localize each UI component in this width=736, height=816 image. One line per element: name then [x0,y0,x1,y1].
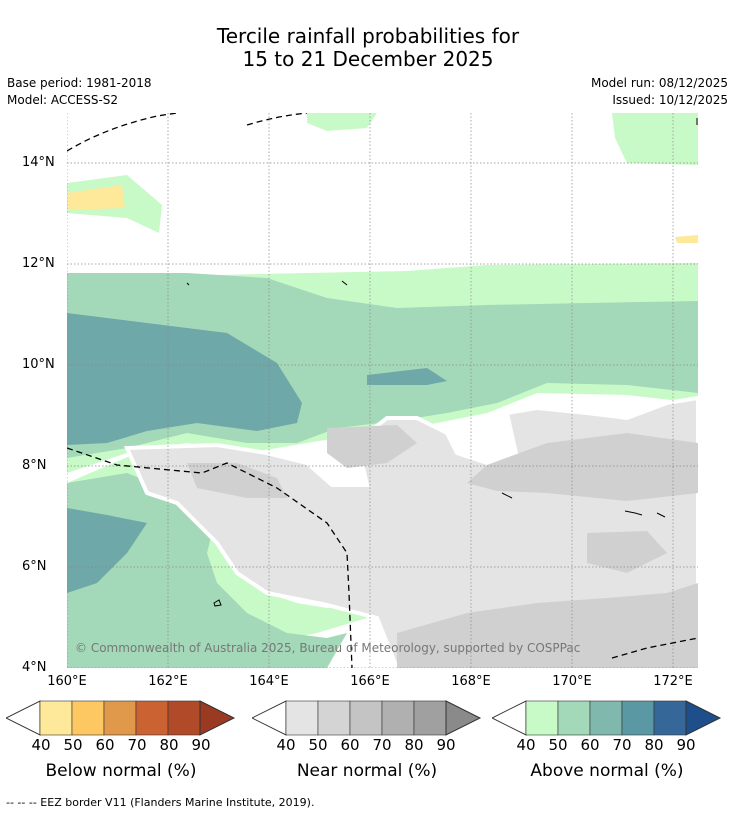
near-normal-darker [187,425,698,668]
near-tick-90: 90 [436,736,456,754]
lon-label-166e: 166°E [350,674,390,689]
copyright-notice: © Commonwealth of Australia 2025, Bureau… [75,641,581,655]
above-tick-70: 70 [612,736,632,754]
map-title-line2: 15 to 21 December 2025 [242,47,494,71]
near-normal-colorbar [250,700,482,736]
lat-label-8n: 8°N [22,458,47,473]
near-normal-swatch [381,700,415,736]
below-normal-colorbar [4,700,236,736]
near-tick-60: 60 [340,736,360,754]
above-normal-40-top [307,113,698,165]
near-normal-low-extension [250,700,287,736]
above-tick-60: 60 [580,736,600,754]
model-run: Model run: 08/12/2025 [590,76,728,90]
near-normal-swatch [285,700,319,736]
above-normal-60-small [367,368,447,385]
map-canvas [67,113,698,668]
near-normal-title: Near normal (%) [296,761,438,781]
lat-label-14n: 14°N [22,155,55,170]
lat-label-10n: 10°N [22,357,55,372]
near-tick-70: 70 [372,736,392,754]
above-normal-title: Above normal (%) [530,761,684,781]
above-normal-colorbar [490,700,722,736]
below-tick-40: 40 [31,736,51,754]
below-normal-patch-east [675,235,698,243]
near-normal-swatch [349,700,383,736]
above-normal-swatch [653,700,687,736]
lon-label-162e: 162°E [148,674,188,689]
near-normal-high-extension [445,700,482,736]
lon-label-160e: 160°E [47,674,87,689]
above-normal-high-extension [685,700,722,736]
below-normal-high-extension [199,700,236,736]
above-normal-60-sw [67,508,147,593]
below-normal-swatch [71,700,105,736]
issued-date: Issued: 10/12/2025 [612,93,728,107]
lon-label-164e: 164°E [249,674,289,689]
near-tick-40: 40 [276,736,296,754]
below-normal-title: Below normal (%) [45,761,197,781]
above-normal-swatch [589,700,623,736]
below-tick-90: 90 [191,736,211,754]
below-tick-50: 50 [63,736,83,754]
below-tick-70: 70 [127,736,147,754]
lat-label-6n: 6°N [22,559,47,574]
above-normal-swatch [621,700,655,736]
forecast-map [67,113,698,668]
map-title-line1: Tercile rainfall probabilities for [216,24,520,48]
above-normal-swatch [557,700,591,736]
below-normal-swatch [103,700,137,736]
near-normal-swatch [413,700,447,736]
lat-label-4n: 4°N [22,660,47,675]
above-tick-90: 90 [676,736,696,754]
lon-label-170e: 170°E [552,674,592,689]
lon-label-168e: 168°E [451,674,491,689]
below-tick-60: 60 [95,736,115,754]
base-period: Base period: 1981-2018 [7,76,152,90]
below-normal-low-extension [4,700,41,736]
above-normal-swatch [525,700,559,736]
below-normal-swatch [39,700,73,736]
near-normal-swatch [317,700,351,736]
above-tick-50: 50 [548,736,568,754]
gridlines [67,113,698,668]
near-tick-80: 80 [404,736,424,754]
model-name: Model: ACCESS-S2 [7,93,119,107]
above-normal-60-core [67,313,302,445]
lat-label-12n: 12°N [22,256,55,271]
eez-footnote: -- -- -- EEZ border V11 (Flanders Marine… [6,796,315,809]
above-tick-40: 40 [516,736,536,754]
below-normal-swatch [167,700,201,736]
lon-label-172e: 172°E [653,674,693,689]
eez-borders [67,113,698,668]
islands [186,118,698,607]
near-tick-50: 50 [308,736,328,754]
below-tick-80: 80 [159,736,179,754]
below-normal-patch-west [67,185,125,210]
above-normal-low-extension [490,700,527,736]
above-tick-80: 80 [644,736,664,754]
below-normal-swatch [135,700,169,736]
